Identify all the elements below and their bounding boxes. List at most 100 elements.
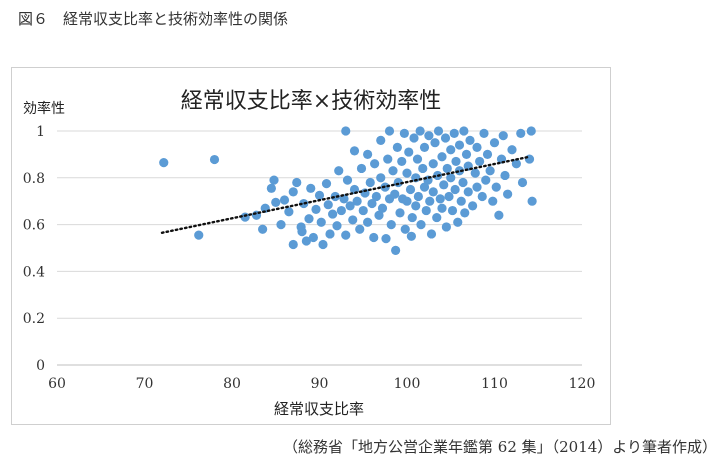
data-point bbox=[419, 142, 430, 152]
data-point bbox=[444, 191, 454, 202]
data-point bbox=[411, 173, 421, 183]
data-point bbox=[454, 140, 465, 150]
data-point bbox=[390, 189, 400, 199]
x-tick-label: 70 bbox=[136, 376, 154, 392]
data-point bbox=[276, 220, 286, 230]
data-point bbox=[491, 182, 501, 192]
data-point bbox=[348, 215, 358, 225]
data-point bbox=[306, 183, 316, 193]
data-point bbox=[284, 207, 294, 217]
x-tick-label: 80 bbox=[223, 376, 241, 392]
data-point bbox=[494, 210, 504, 220]
y-axis-label: 効率性 bbox=[23, 100, 65, 117]
data-point bbox=[402, 168, 412, 178]
data-point bbox=[316, 217, 326, 227]
data-point bbox=[419, 182, 430, 192]
data-point bbox=[342, 175, 353, 185]
figure-caption: 図６ 経常収支比率と技術効率性の関係 bbox=[18, 10, 289, 28]
data-point bbox=[446, 173, 456, 183]
data-point bbox=[428, 159, 438, 169]
data-point bbox=[391, 245, 401, 255]
y-tick-label: 0.4 bbox=[23, 264, 45, 280]
data-point bbox=[336, 205, 346, 216]
data-point bbox=[500, 170, 510, 181]
data-point bbox=[527, 196, 537, 206]
data-point bbox=[524, 154, 535, 164]
data-point bbox=[386, 220, 396, 230]
data-point bbox=[330, 191, 340, 202]
trendline-group bbox=[160, 155, 531, 234]
y-tick-label: 0 bbox=[36, 358, 45, 374]
data-point bbox=[477, 191, 487, 202]
data-point bbox=[454, 166, 465, 176]
data-point bbox=[271, 197, 281, 207]
data-point bbox=[288, 187, 298, 197]
data-point bbox=[435, 194, 445, 204]
data-point bbox=[266, 183, 276, 193]
data-point bbox=[209, 154, 220, 165]
data-points bbox=[159, 126, 537, 255]
data-point bbox=[461, 149, 472, 159]
data-point bbox=[450, 184, 460, 195]
data-point bbox=[369, 232, 379, 243]
data-point bbox=[363, 149, 373, 159]
data-point bbox=[475, 156, 485, 167]
data-point bbox=[376, 135, 386, 145]
data-point bbox=[345, 201, 355, 211]
data-point bbox=[318, 239, 328, 250]
data-point bbox=[314, 190, 325, 200]
data-point bbox=[409, 133, 419, 143]
data-point bbox=[413, 191, 423, 202]
data-point bbox=[426, 229, 437, 239]
data-point bbox=[404, 147, 414, 157]
data-point bbox=[297, 227, 307, 237]
data-point bbox=[301, 236, 311, 246]
data-point bbox=[498, 131, 508, 141]
data-point bbox=[465, 135, 475, 145]
data-point bbox=[325, 229, 335, 239]
data-point bbox=[371, 191, 381, 202]
data-point bbox=[367, 198, 377, 209]
data-point bbox=[349, 146, 360, 156]
data-point bbox=[526, 126, 536, 136]
data-point bbox=[194, 230, 204, 240]
data-point bbox=[332, 221, 342, 231]
data-point bbox=[406, 231, 416, 241]
data-point bbox=[376, 173, 386, 183]
data-point bbox=[430, 138, 440, 148]
data-point bbox=[433, 126, 444, 136]
data-point bbox=[402, 196, 412, 206]
data-point bbox=[441, 222, 451, 232]
data-point bbox=[421, 205, 431, 216]
data-point bbox=[323, 200, 333, 210]
data-point bbox=[440, 133, 451, 143]
data-point bbox=[365, 177, 375, 188]
data-point bbox=[363, 217, 373, 227]
data-point bbox=[334, 166, 344, 176]
data-point bbox=[374, 210, 384, 220]
trendline bbox=[160, 155, 531, 234]
data-point bbox=[437, 203, 447, 213]
data-point bbox=[446, 145, 456, 155]
data-point bbox=[321, 179, 332, 189]
data-point bbox=[384, 126, 395, 136]
data-point bbox=[308, 232, 318, 243]
y-tick-label: 0.2 bbox=[23, 311, 45, 327]
data-point bbox=[472, 142, 482, 152]
data-point bbox=[424, 131, 434, 141]
chart-title: 経常収支比率×技術効率性 bbox=[181, 89, 441, 114]
data-point bbox=[517, 177, 528, 188]
data-point bbox=[416, 220, 426, 230]
data-point bbox=[356, 163, 367, 174]
data-point bbox=[341, 230, 351, 240]
data-point bbox=[418, 163, 428, 174]
data-point bbox=[400, 224, 410, 234]
y-tick-label: 0.8 bbox=[23, 171, 45, 187]
x-tick-label: 110 bbox=[481, 376, 508, 392]
x-tick-label: 60 bbox=[48, 376, 66, 392]
data-point bbox=[377, 203, 388, 213]
data-point bbox=[459, 126, 469, 136]
y-tick-label: 1 bbox=[36, 124, 45, 140]
data-point bbox=[412, 154, 423, 164]
data-point bbox=[458, 177, 468, 188]
